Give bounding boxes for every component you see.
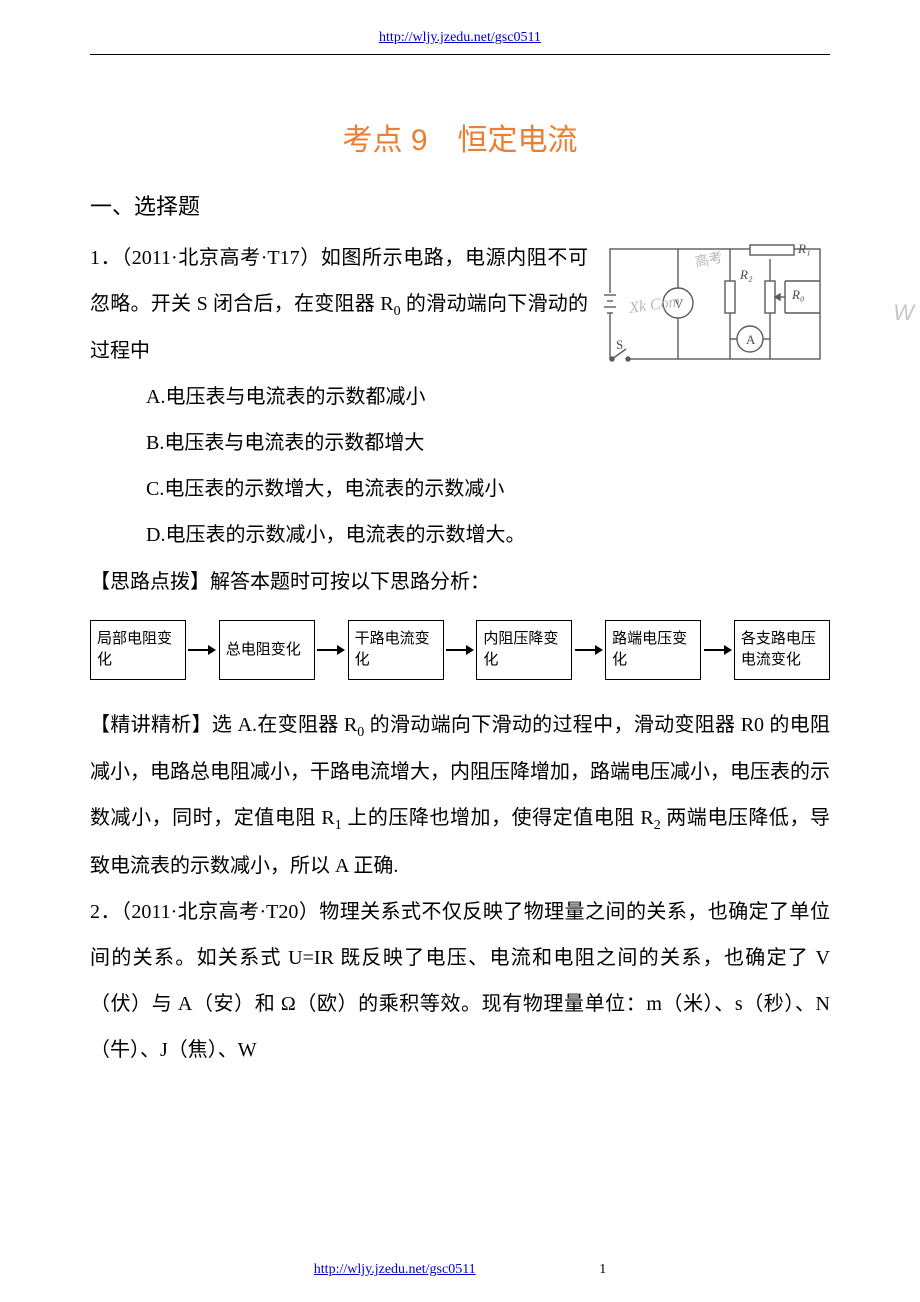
q1-option-d: D.电压表的示数减小，电流表的示数增大。	[90, 512, 830, 558]
label-r2: R₂	[739, 267, 753, 282]
label-r1: R₁	[797, 241, 810, 256]
circuit-diagram: R₁ R₂ R₀ V A S 高考 Xk Com	[600, 241, 830, 376]
watermark-right: W	[893, 300, 914, 326]
flow-box-1: 总电阻变化	[219, 620, 315, 680]
q1-sub0: 0	[394, 304, 401, 319]
analysis-p1c-sub: 2	[654, 818, 661, 833]
flow-box-5: 各支路电压电流变化	[734, 620, 830, 680]
flow-arrow-icon	[188, 643, 216, 657]
flow-arrow-icon	[446, 643, 474, 657]
q1-option-c: C.电压表的示数增大，电流表的示数减小	[90, 466, 830, 512]
analysis-p1b-sub: 1	[335, 818, 342, 833]
footer: http://wljy.jzedu.net/gsc0511 1	[0, 1262, 920, 1278]
hint-label: 【思路点拨】解答本题时可按以下思路分析：	[90, 558, 830, 606]
section-heading: 一、选择题	[90, 189, 830, 221]
header-rule	[90, 54, 830, 55]
label-a: A	[746, 332, 756, 347]
header-url: http://wljy.jzedu.net/gsc0511	[90, 30, 830, 46]
analysis-text: 【精讲精析】选 A.在变阻器 R0 的滑动端向下滑动的过程中，滑动变阻器 R0 …	[90, 702, 830, 888]
q2-text: 2．（2011·北京高考·T20）物理关系式不仅反映了物理量之间的关系，也确定了…	[90, 889, 830, 1073]
footer-url: http://wljy.jzedu.net/gsc0511	[314, 1262, 476, 1277]
analysis-p1a: 【精讲精析】选 A.在变阻器 R	[90, 714, 357, 736]
flow-box-0: 局部电阻变化	[90, 620, 186, 680]
flow-box-4: 路端电压变化	[605, 620, 701, 680]
circuit-wm-top: 高考	[693, 248, 724, 270]
flow-arrow-icon	[575, 643, 603, 657]
flowchart: 局部电阻变化 总电阻变化 干路电流变化 内阻压降变化 路端电压变化 各支路电压电…	[90, 620, 830, 680]
page-number: 1	[599, 1262, 606, 1278]
flow-box-3: 内阻压降变化	[476, 620, 572, 680]
flow-arrow-icon	[317, 643, 345, 657]
page-title: 考点 9 恒定电流	[90, 115, 830, 159]
label-s: S	[616, 337, 623, 352]
q1-option-b: B.电压表与电流表的示数都增大	[90, 420, 830, 466]
label-r0: R₀	[791, 287, 804, 302]
flow-arrow-icon	[704, 643, 732, 657]
analysis-p1c: 上的压降也增加，使得定值电阻 R	[342, 807, 654, 829]
q1-option-a: A.电压表与电流表的示数都减小	[90, 374, 830, 420]
flow-box-2: 干路电流变化	[348, 620, 444, 680]
